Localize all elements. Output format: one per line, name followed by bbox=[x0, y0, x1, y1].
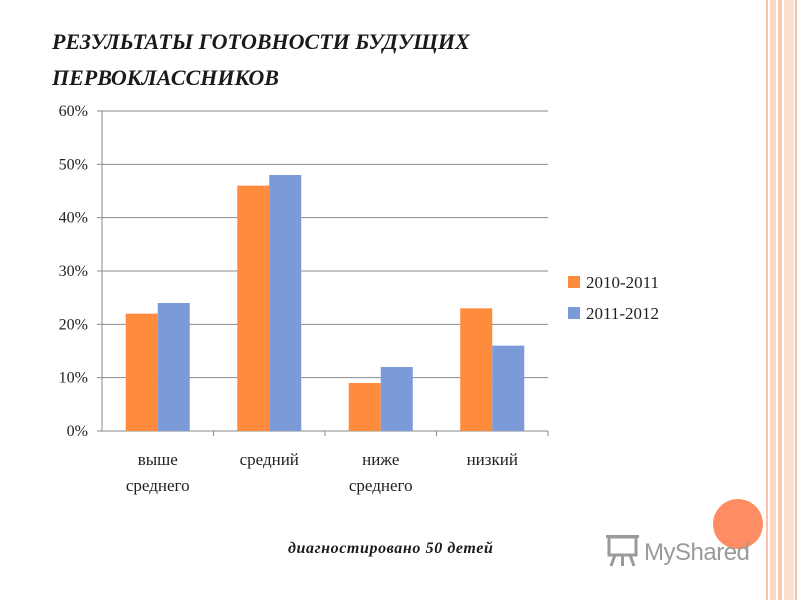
x-tick-label: средний bbox=[240, 450, 299, 469]
decor-stripe-4 bbox=[784, 0, 794, 600]
x-tick-label: ниже bbox=[362, 450, 399, 469]
y-tick-label: 0% bbox=[67, 423, 88, 440]
legend-swatch bbox=[568, 307, 580, 319]
x-tick-label: среднего bbox=[126, 476, 190, 495]
caption: диагностировано 50 детей bbox=[288, 540, 494, 557]
bar bbox=[492, 345, 525, 431]
bar bbox=[237, 185, 270, 431]
bar bbox=[157, 303, 190, 431]
slide-title: РЕЗУЛЬТАТЫ ГОТОВНОСТИ БУДУЩИХ ПЕРВОКЛАСС… bbox=[52, 24, 652, 96]
decor-stripe-5 bbox=[795, 0, 797, 600]
title-line-2: ПЕРВОКЛАССНИКОВ bbox=[52, 65, 279, 90]
x-tick-label: среднего bbox=[349, 476, 413, 495]
watermark-logo: MyShared bbox=[606, 534, 750, 570]
y-tick-label: 30% bbox=[59, 263, 88, 280]
y-tick-label: 40% bbox=[59, 210, 88, 227]
decor-stripe-1 bbox=[766, 0, 768, 600]
decor-circle bbox=[713, 499, 763, 549]
bar bbox=[269, 175, 302, 431]
legend-swatch bbox=[568, 276, 580, 288]
legend-label: 2011-2012 bbox=[586, 304, 659, 323]
presentation-board-icon bbox=[606, 533, 640, 574]
x-tick-label: выше bbox=[138, 450, 178, 469]
decor-stripe-3 bbox=[778, 0, 782, 600]
bar bbox=[125, 313, 158, 431]
y-tick-label: 50% bbox=[59, 156, 88, 173]
bar bbox=[348, 383, 381, 431]
y-tick-label: 60% bbox=[59, 103, 88, 120]
y-tick-label: 10% bbox=[59, 370, 88, 387]
title-line-1: РЕЗУЛЬТАТЫ ГОТОВНОСТИ БУДУЩИХ bbox=[52, 29, 470, 54]
decor-stripe-2 bbox=[770, 0, 776, 600]
bar bbox=[380, 367, 413, 431]
x-tick-label: низкий bbox=[467, 450, 518, 469]
watermark-text: MyShared bbox=[644, 539, 750, 566]
y-tick-label: 20% bbox=[59, 316, 88, 333]
bar bbox=[460, 308, 493, 431]
legend-label: 2010-2011 bbox=[586, 273, 659, 292]
